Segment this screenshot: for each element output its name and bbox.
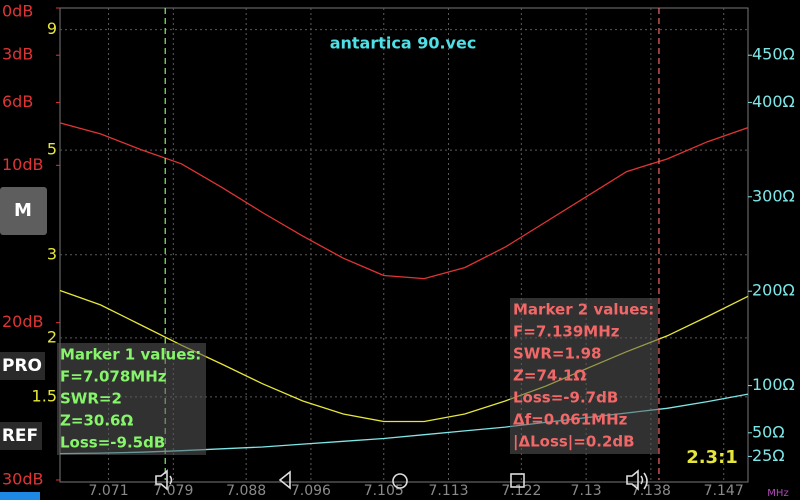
marker-text: Z=74.1Ω bbox=[513, 367, 586, 385]
y3-tick-label: 3dB bbox=[2, 45, 33, 64]
marker-text: SWR=1.98 bbox=[513, 345, 601, 363]
marker-box bbox=[57, 343, 206, 455]
marker-text: Marker 2 values: bbox=[513, 301, 654, 319]
back-icon[interactable] bbox=[278, 470, 291, 490]
nav-bar bbox=[155, 469, 648, 491]
swr-display: 2.3:1 bbox=[686, 447, 738, 468]
y3-tick-label: 6dB bbox=[2, 92, 33, 111]
y2-tick-label: 200Ω bbox=[752, 281, 795, 300]
markers: Marker 1 values: F=7.078MHz SWR=2 Z=30.6Ω Lo… bbox=[57, 8, 660, 480]
pro-button[interactable] bbox=[0, 352, 45, 380]
x-tick-label: 7.138 bbox=[631, 483, 671, 499]
marker-text: Loss=-9.7dB bbox=[513, 389, 618, 407]
y-tick-label: 3 bbox=[47, 244, 57, 263]
chart-title: antartica 90.vec bbox=[330, 34, 477, 53]
x-tick-label: 7.071 bbox=[89, 483, 129, 499]
marker-text: SWR=2 bbox=[60, 390, 122, 408]
y2-tick-label: 300Ω bbox=[752, 186, 795, 205]
m-button[interactable] bbox=[0, 187, 47, 235]
x-tick-label: 7.122 bbox=[501, 483, 541, 499]
x-tick-label: 7.13 bbox=[571, 483, 602, 499]
recents-icon[interactable] bbox=[510, 473, 525, 488]
y2-tick-label: 450Ω bbox=[752, 45, 795, 64]
y-tick-label: 2 bbox=[47, 327, 57, 346]
y-tick-label: 5 bbox=[47, 140, 57, 159]
grid bbox=[56, 7, 752, 481]
x-tick-label: 7.105 bbox=[364, 483, 404, 499]
marker-text: Marker 1 values: bbox=[60, 346, 201, 364]
ref-button-label[interactable]: REF bbox=[2, 426, 38, 446]
y2-tick-label: 100Ω bbox=[752, 375, 795, 394]
volume-up-icon[interactable] bbox=[626, 469, 648, 491]
ref-button[interactable] bbox=[0, 422, 42, 450]
x-tick-label: 7.079 bbox=[153, 483, 193, 499]
x-tick-label: 7.113 bbox=[428, 483, 468, 499]
marker-text: Δf=0.061MHz bbox=[513, 411, 628, 429]
pro-button-label[interactable]: PRO bbox=[2, 356, 42, 376]
y2-tick-label: 400Ω bbox=[752, 92, 795, 111]
m-button-label[interactable]: M bbox=[14, 200, 32, 221]
y3-tick-label: 10dB bbox=[2, 155, 44, 174]
home-icon[interactable] bbox=[392, 473, 408, 489]
series-line bbox=[59, 122, 749, 280]
y3-tick-label: 20dB bbox=[2, 312, 44, 331]
y-tick-label: 9 bbox=[47, 19, 57, 38]
marker-text: F=7.078MHz bbox=[60, 368, 167, 386]
marker-box bbox=[510, 298, 658, 454]
y2-tick-label: 25Ω bbox=[752, 446, 785, 465]
x-axis-unit: MHz bbox=[767, 488, 788, 499]
y3-tick-label: 30dB bbox=[2, 470, 44, 489]
status-bar bbox=[0, 492, 40, 500]
y-tick-label: 1.5 bbox=[32, 386, 57, 405]
y2-tick-label: 50Ω bbox=[752, 422, 785, 441]
x-tick-label: 7.096 bbox=[291, 483, 331, 499]
plot-frame bbox=[59, 7, 749, 483]
marker-text: |ΔLoss|=0.2dB bbox=[513, 433, 635, 452]
marker-text: F=7.139MHz bbox=[513, 323, 620, 341]
marker-text: Loss=-9.5dB bbox=[60, 434, 165, 452]
y3-tick-label: 0dB bbox=[2, 2, 33, 21]
volume-down-icon[interactable] bbox=[155, 469, 173, 491]
x-tick-label: 7.147 bbox=[704, 483, 744, 499]
x-tick-label: 7.088 bbox=[226, 483, 266, 499]
marker-text: Z=30.6Ω bbox=[60, 412, 133, 430]
